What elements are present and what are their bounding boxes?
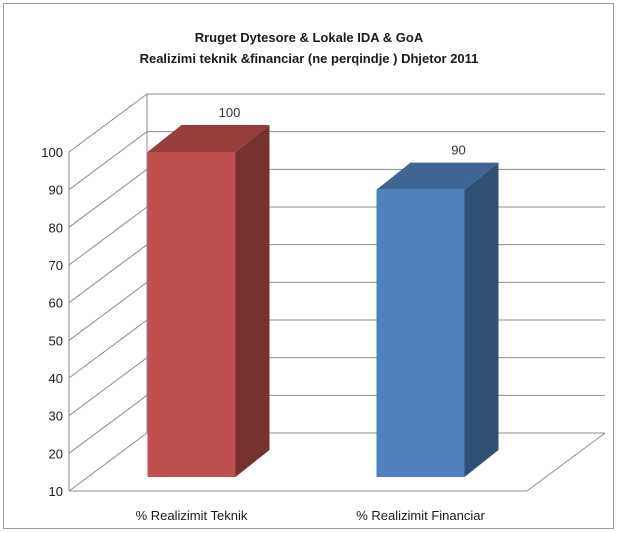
y-tick-label: 90: [49, 183, 63, 198]
side-gridline: [68, 168, 148, 228]
side-gridline: [68, 206, 148, 266]
side-gridline: [68, 357, 148, 417]
bar-front: [376, 189, 465, 477]
side-gridline: [68, 432, 148, 492]
y-tick-label: 80: [49, 220, 63, 235]
side-gridline: [68, 93, 148, 153]
category-label: % Realizimit Teknik: [136, 508, 248, 523]
side-gridline: [68, 394, 148, 454]
category-label: % Realizimit Financiar: [356, 508, 485, 523]
bar-chart: Rruget Dytesore & Lokale IDA & GoA Reali…: [41, 30, 606, 523]
bar: [376, 162, 499, 477]
bar-top: [376, 162, 499, 190]
bar: [147, 125, 270, 477]
y-tick-label: 10: [49, 484, 63, 499]
bar-front: [147, 152, 236, 477]
data-label: 90: [451, 143, 465, 158]
chart-text: Rruget Dytesore & Lokale IDA & GoA Reali…: [41, 30, 485, 523]
side-gridline: [68, 244, 148, 304]
y-tick-label: 60: [49, 296, 63, 311]
bar-top: [147, 125, 270, 152]
chart-title: Rruget Dytesore & Lokale IDA & GoA: [195, 30, 424, 45]
bars: [147, 125, 499, 477]
floor-right-edge: [526, 432, 606, 492]
y-tick-label: 100: [41, 145, 63, 160]
data-label: 100: [219, 105, 241, 120]
side-gridline: [68, 281, 148, 341]
chart-frame: Rruget Dytesore & Lokale IDA & GoA Reali…: [3, 3, 614, 529]
y-tick-label: 20: [49, 446, 63, 461]
bar-side: [464, 162, 499, 477]
bar-side: [235, 125, 270, 477]
side-gridline: [68, 319, 148, 379]
y-tick-label: 30: [49, 409, 63, 424]
y-tick-label: 70: [49, 258, 63, 273]
y-tick-label: 50: [49, 333, 63, 348]
y-tick-label: 40: [49, 371, 63, 386]
side-gridline: [68, 131, 148, 191]
chart-subtitle: Realizimi teknik &financiar (ne perqindj…: [140, 51, 479, 66]
